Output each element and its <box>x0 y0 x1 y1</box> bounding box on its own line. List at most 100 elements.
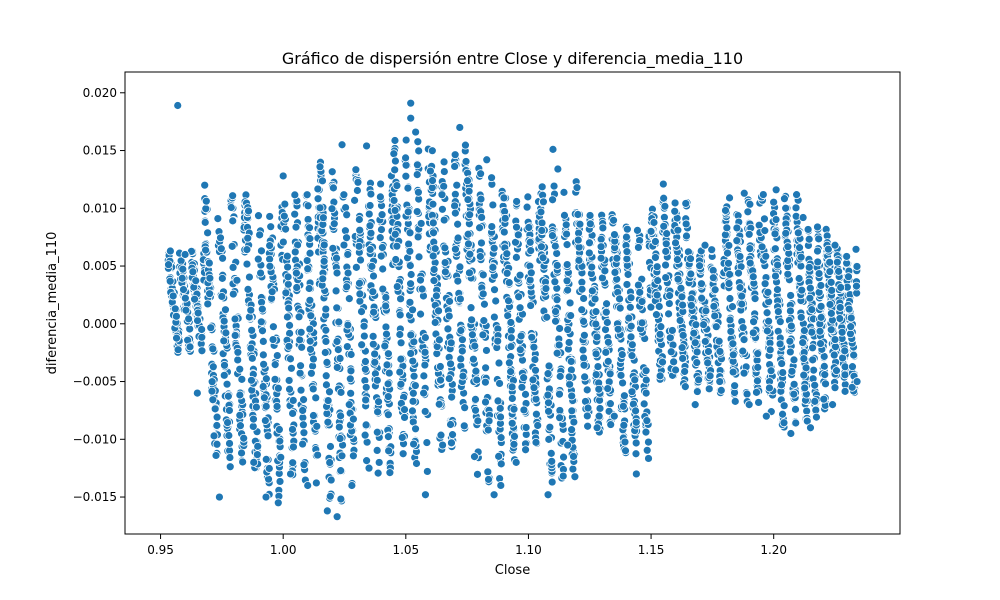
data-point <box>329 183 338 193</box>
data-point <box>471 405 480 415</box>
data-point <box>789 355 799 365</box>
data-point <box>609 215 618 225</box>
data-point <box>691 320 701 330</box>
data-point <box>562 276 572 286</box>
data-point <box>555 324 564 333</box>
data-point <box>686 300 696 310</box>
data-point <box>819 361 829 371</box>
data-point <box>603 356 613 366</box>
data-point <box>739 368 749 378</box>
data-point <box>779 418 789 428</box>
data-point <box>335 434 345 443</box>
data-point <box>226 203 236 212</box>
data-point <box>450 162 460 171</box>
data-point <box>420 407 430 416</box>
data-point <box>613 324 623 334</box>
data-point <box>273 498 283 508</box>
data-point <box>799 370 809 380</box>
data-point <box>318 176 327 186</box>
data-point <box>655 329 665 339</box>
data-point <box>177 273 187 283</box>
data-point <box>213 214 223 224</box>
data-point <box>323 396 333 405</box>
data-point <box>395 367 405 377</box>
data-point <box>798 213 808 222</box>
data-point <box>368 339 378 349</box>
data-point <box>408 356 418 366</box>
data-point <box>783 269 793 279</box>
data-point <box>207 386 217 396</box>
data-point <box>500 213 510 223</box>
data-point <box>830 383 840 393</box>
data-point <box>219 370 229 380</box>
data-point <box>343 250 353 259</box>
data-point <box>533 421 543 430</box>
data-point <box>233 347 243 357</box>
data-point <box>369 307 379 317</box>
data-point <box>288 458 298 468</box>
data-point <box>678 330 688 340</box>
data-point <box>397 433 407 442</box>
data-point <box>753 376 762 386</box>
data-point <box>570 472 580 482</box>
data-point <box>852 377 862 386</box>
data-point <box>461 157 471 166</box>
data-point <box>440 267 450 277</box>
data-point <box>336 494 346 504</box>
data-point <box>536 207 546 217</box>
data-point <box>471 394 480 404</box>
data-point <box>803 225 813 234</box>
data-point <box>453 233 463 243</box>
data-point <box>525 237 535 247</box>
data-point <box>823 244 833 254</box>
data-point <box>412 170 422 179</box>
data-point <box>704 384 714 394</box>
data-point <box>721 206 730 215</box>
data-point <box>815 326 825 336</box>
data-point <box>504 358 514 368</box>
data-point <box>200 217 210 227</box>
data-point <box>496 433 506 443</box>
data-point <box>826 277 836 287</box>
data-point <box>233 355 243 365</box>
data-point <box>770 244 780 254</box>
data-point <box>385 468 395 478</box>
data-point <box>469 354 478 364</box>
data-point <box>332 303 342 313</box>
data-point <box>673 255 682 265</box>
data-point <box>580 372 590 382</box>
data-point <box>835 314 845 323</box>
data-point <box>760 279 770 289</box>
data-point <box>661 246 671 256</box>
data-point <box>641 427 651 437</box>
data-point <box>605 369 615 379</box>
data-point <box>591 349 601 359</box>
data-point <box>249 457 259 467</box>
data-point <box>690 338 700 348</box>
data-point <box>651 253 660 262</box>
data-point <box>381 301 391 311</box>
data-point <box>804 262 814 272</box>
data-point <box>849 350 859 360</box>
data-point <box>601 325 610 335</box>
data-point <box>378 264 388 274</box>
data-point <box>652 290 662 300</box>
data-point <box>678 354 688 363</box>
data-point <box>792 190 801 200</box>
data-point <box>361 357 370 366</box>
data-point <box>601 347 611 357</box>
data-point <box>337 451 347 461</box>
data-point <box>228 289 238 299</box>
data-point <box>251 402 261 412</box>
data-point <box>478 270 488 280</box>
data-point <box>852 281 861 291</box>
data-point <box>765 383 774 393</box>
data-point <box>328 243 338 253</box>
data-point <box>365 201 375 210</box>
data-point <box>578 345 588 355</box>
data-point <box>814 234 824 244</box>
data-point <box>744 400 754 410</box>
data-point <box>473 416 483 426</box>
data-point <box>321 325 331 335</box>
data-point <box>737 291 747 301</box>
